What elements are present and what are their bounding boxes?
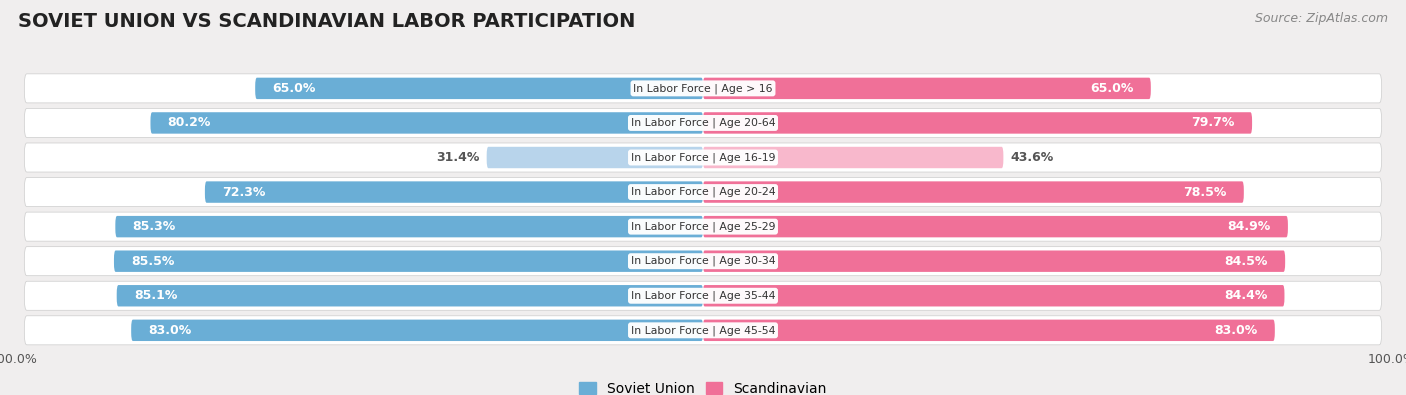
FancyBboxPatch shape	[115, 216, 703, 237]
Text: In Labor Force | Age 25-29: In Labor Force | Age 25-29	[631, 221, 775, 232]
Text: In Labor Force | Age 30-34: In Labor Force | Age 30-34	[631, 256, 775, 267]
FancyBboxPatch shape	[24, 316, 1382, 345]
Text: In Labor Force | Age > 16: In Labor Force | Age > 16	[633, 83, 773, 94]
Text: 83.0%: 83.0%	[1215, 324, 1257, 337]
Text: SOVIET UNION VS SCANDINAVIAN LABOR PARTICIPATION: SOVIET UNION VS SCANDINAVIAN LABOR PARTI…	[18, 12, 636, 31]
FancyBboxPatch shape	[131, 320, 703, 341]
FancyBboxPatch shape	[24, 212, 1382, 241]
Text: 78.5%: 78.5%	[1184, 186, 1226, 199]
Text: 80.2%: 80.2%	[167, 117, 211, 130]
FancyBboxPatch shape	[24, 178, 1382, 207]
FancyBboxPatch shape	[703, 320, 1275, 341]
FancyBboxPatch shape	[150, 112, 703, 134]
Text: 72.3%: 72.3%	[222, 186, 266, 199]
Text: 65.0%: 65.0%	[273, 82, 316, 95]
Text: 85.5%: 85.5%	[131, 255, 174, 268]
Text: In Labor Force | Age 45-54: In Labor Force | Age 45-54	[631, 325, 775, 336]
Text: In Labor Force | Age 35-44: In Labor Force | Age 35-44	[631, 290, 775, 301]
FancyBboxPatch shape	[24, 74, 1382, 103]
Text: 84.4%: 84.4%	[1223, 289, 1267, 302]
FancyBboxPatch shape	[117, 285, 703, 307]
Text: 84.9%: 84.9%	[1227, 220, 1271, 233]
FancyBboxPatch shape	[703, 216, 1288, 237]
Text: In Labor Force | Age 20-24: In Labor Force | Age 20-24	[631, 187, 775, 198]
FancyBboxPatch shape	[703, 250, 1285, 272]
FancyBboxPatch shape	[703, 147, 1004, 168]
FancyBboxPatch shape	[24, 281, 1382, 310]
Text: 84.5%: 84.5%	[1225, 255, 1268, 268]
FancyBboxPatch shape	[703, 112, 1253, 134]
Legend: Soviet Union, Scandinavian: Soviet Union, Scandinavian	[574, 376, 832, 395]
FancyBboxPatch shape	[703, 181, 1244, 203]
Text: In Labor Force | Age 20-64: In Labor Force | Age 20-64	[631, 118, 775, 128]
FancyBboxPatch shape	[256, 78, 703, 99]
FancyBboxPatch shape	[24, 246, 1382, 276]
Text: 65.0%: 65.0%	[1090, 82, 1133, 95]
Text: 43.6%: 43.6%	[1011, 151, 1053, 164]
Text: In Labor Force | Age 16-19: In Labor Force | Age 16-19	[631, 152, 775, 163]
FancyBboxPatch shape	[703, 78, 1152, 99]
Text: Source: ZipAtlas.com: Source: ZipAtlas.com	[1254, 12, 1388, 25]
Text: 83.0%: 83.0%	[149, 324, 191, 337]
Text: 31.4%: 31.4%	[436, 151, 479, 164]
FancyBboxPatch shape	[703, 285, 1285, 307]
Text: 79.7%: 79.7%	[1191, 117, 1234, 130]
Text: 85.3%: 85.3%	[132, 220, 176, 233]
FancyBboxPatch shape	[205, 181, 703, 203]
FancyBboxPatch shape	[24, 143, 1382, 172]
Text: 85.1%: 85.1%	[134, 289, 177, 302]
FancyBboxPatch shape	[114, 250, 703, 272]
FancyBboxPatch shape	[24, 108, 1382, 137]
FancyBboxPatch shape	[486, 147, 703, 168]
